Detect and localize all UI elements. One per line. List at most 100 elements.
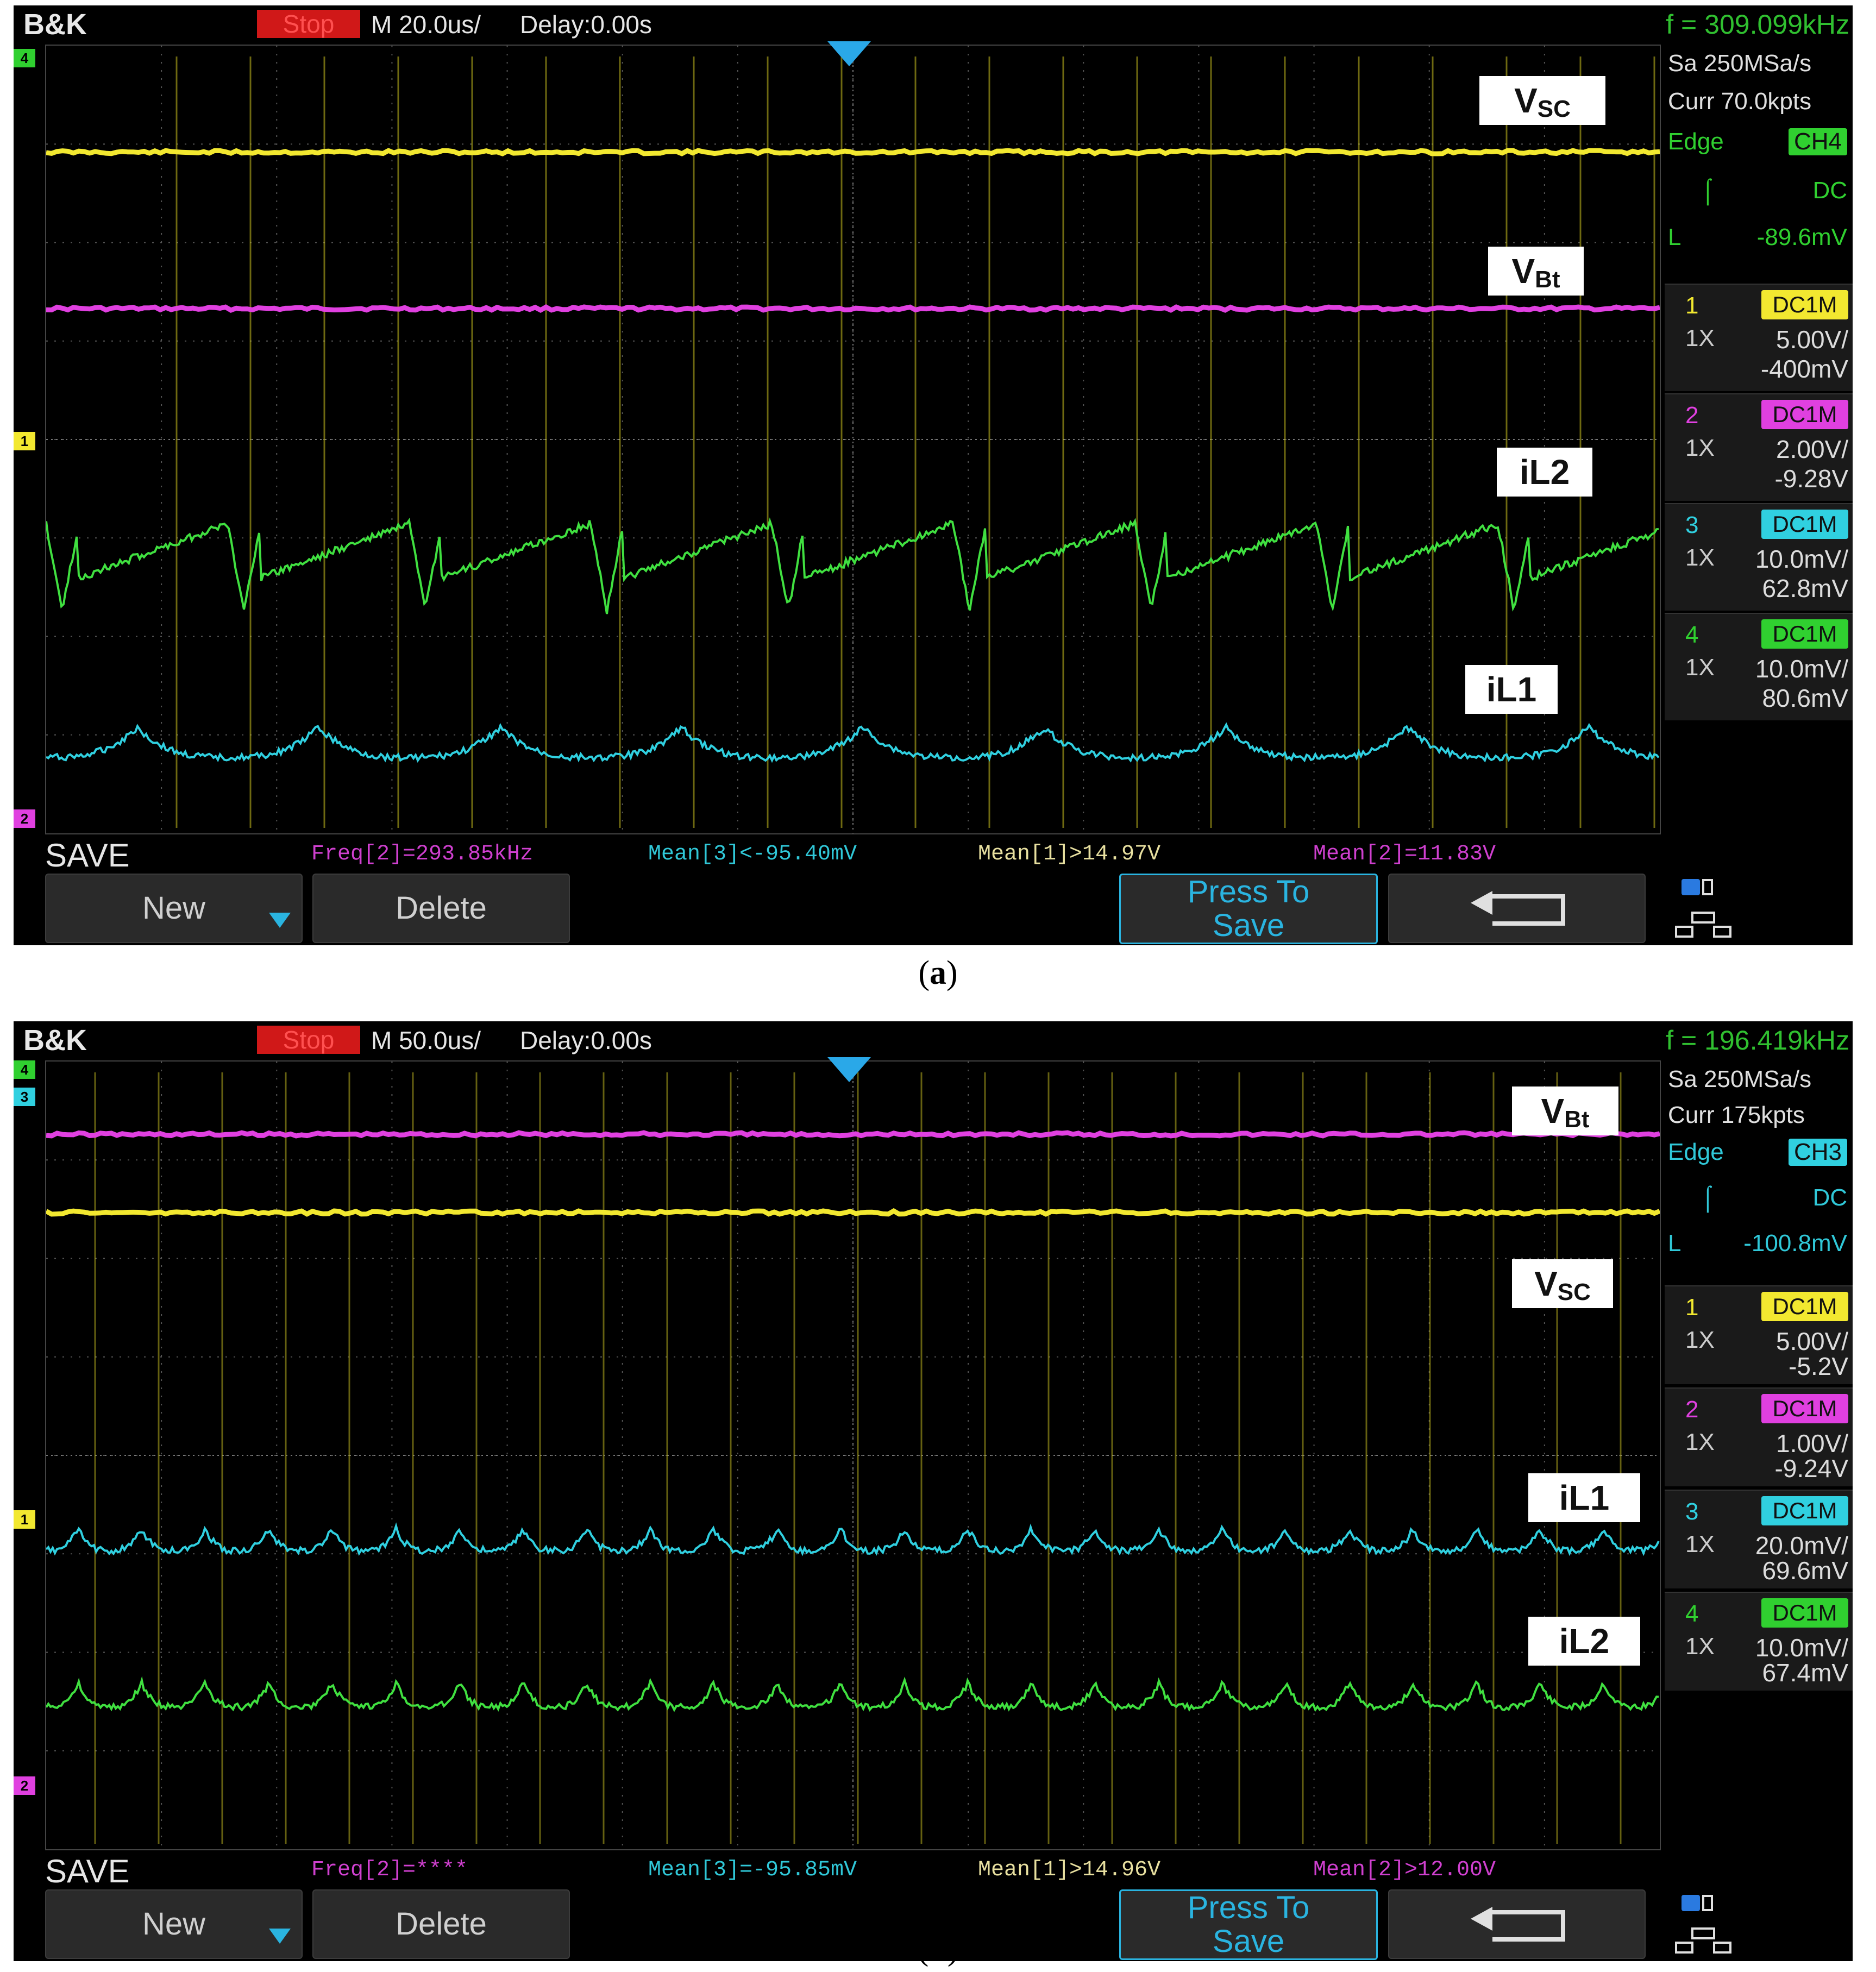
trigger-type-row[interactable]: Edge CH4 — [1668, 128, 1847, 166]
return-arrow-icon — [1471, 891, 1565, 926]
trace-vsc — [46, 148, 1660, 156]
trace-il2 — [46, 517, 1659, 614]
trace-label-il1: iL1 — [1528, 1473, 1640, 1522]
waveform-area[interactable]: VSC VBt iL2 iL1 — [45, 45, 1661, 834]
ch1-ground-marker[interactable]: 1 — [14, 1510, 35, 1529]
ch3-ground-marker[interactable]: 3 — [14, 1088, 35, 1106]
measurement-2: Mean[3]<-95.40mV — [648, 842, 857, 866]
trace-vsc — [46, 1208, 1660, 1217]
channel-4-settings[interactable]: 4 DC1M 1X 10.0mV/ 67.4mV — [1665, 1592, 1853, 1691]
memory-depth: Curr 70.0kpts — [1668, 88, 1812, 115]
channel-1-settings[interactable]: 1 DC1M 1X 5.00V/ -5.2V — [1665, 1285, 1853, 1384]
press-to-save-button[interactable]: Press To Save — [1119, 874, 1378, 944]
trace-il2 — [46, 1676, 1659, 1712]
new-button[interactable]: New — [45, 1889, 303, 1959]
channel-1-settings[interactable]: 1 DC1M 1X 5.00V/ -400mV — [1665, 284, 1853, 391]
memory-depth: Curr 175kpts — [1668, 1102, 1805, 1128]
trigger-coupling: DC — [1812, 177, 1847, 204]
measurement-4: Mean[2]>12.00V — [1313, 1858, 1496, 1882]
ch4-ground-marker[interactable]: 4 — [14, 1060, 35, 1079]
ch2-ground-marker[interactable]: 2 — [14, 1776, 35, 1795]
waveform-display — [46, 1062, 1660, 1849]
trigger-position-icon[interactable] — [827, 1057, 871, 1084]
trigger-coupling: DC — [1812, 1184, 1847, 1211]
trace-label-vbt: VBt — [1512, 1087, 1618, 1135]
trigger-coupling-row[interactable]: ⌠ DC — [1668, 177, 1847, 215]
rising-edge-icon: ⌠ — [1701, 177, 1715, 204]
measurement-2: Mean[3]=-95.85mV — [648, 1858, 857, 1882]
ch4-ground-marker[interactable]: 4 — [14, 49, 35, 67]
trace-label-il2: iL2 — [1528, 1617, 1640, 1666]
frequency-counter: f = 196.419kHz — [1666, 1025, 1849, 1056]
caption-a: (a) — [918, 954, 958, 991]
press-to-save-button[interactable]: Press To Save — [1119, 1889, 1378, 1960]
trigger-level-label: L — [1668, 224, 1682, 250]
delay-readout[interactable]: Delay:0.00s — [520, 10, 652, 39]
measurement-4: Mean[2]=11.83V — [1313, 842, 1496, 866]
ch2-ground-marker[interactable]: 2 — [14, 809, 35, 828]
status-bar: B&K Stop M 20.0us/ Delay:0.00s f = 309.0… — [14, 5, 1853, 41]
measurement-bar: SAVE Freq[2]=**** Mean[3]=-95.85mV Mean[… — [14, 1852, 1660, 1889]
measurement-1: Freq[2]=**** — [311, 1858, 468, 1882]
measurement-1: Freq[2]=293.85kHz — [311, 842, 534, 866]
delete-button[interactable]: Delete — [312, 1889, 570, 1959]
trigger-level-row[interactable]: L -100.8mV — [1668, 1230, 1847, 1268]
status-bar: B&K Stop M 50.0us/ Delay:0.00s f = 196.4… — [14, 1021, 1853, 1057]
arrow-down-icon — [269, 913, 291, 928]
trace-vbt — [46, 304, 1660, 313]
ch1-ground-marker[interactable]: 1 — [14, 432, 35, 450]
trigger-type: Edge — [1668, 1139, 1724, 1165]
back-button[interactable] — [1388, 874, 1646, 943]
timebase-readout[interactable]: M 50.0us/ — [371, 1026, 481, 1054]
trace-label-il1: iL1 — [1465, 665, 1558, 714]
trigger-position-icon[interactable] — [827, 41, 871, 68]
measurement-3: Mean[1]>14.97V — [978, 842, 1161, 866]
trace-label-vbt: VBt — [1488, 247, 1584, 296]
trace-label-vsc: VSC — [1479, 76, 1605, 125]
rising-edge-icon: ⌠ — [1701, 1184, 1715, 1211]
return-arrow-icon — [1471, 1907, 1565, 1942]
trigger-level: -100.8mV — [1743, 1230, 1847, 1257]
oscilloscope-screen-a: B&K Stop M 20.0us/ Delay:0.00s f = 309.0… — [14, 5, 1853, 945]
run-stop-status[interactable]: Stop — [257, 10, 360, 38]
trigger-level: -89.6mV — [1756, 224, 1847, 250]
measurement-3: Mean[1]>14.96V — [978, 1858, 1161, 1882]
sample-rate: Sa 250MSa/s — [1668, 50, 1812, 77]
measurement-bar: SAVE Freq[2]=293.85kHz Mean[3]<-95.40mV … — [14, 837, 1660, 874]
trigger-type: Edge — [1668, 128, 1724, 155]
sample-rate: Sa 250MSa/s — [1668, 1066, 1812, 1092]
frequency-counter: f = 309.099kHz — [1666, 9, 1849, 40]
delay-readout[interactable]: Delay:0.00s — [520, 1026, 652, 1054]
new-button[interactable]: New — [45, 874, 303, 943]
menu-title: SAVE — [45, 837, 130, 874]
menu-title: SAVE — [45, 1853, 130, 1889]
trigger-source-badge: CH4 — [1788, 128, 1847, 155]
channel-3-settings[interactable]: 3 DC1M 1X 10.0mV/ 62.8mV — [1665, 503, 1853, 611]
trigger-source-badge: CH3 — [1788, 1139, 1847, 1166]
trigger-type-row[interactable]: Edge CH3 — [1668, 1139, 1847, 1177]
trigger-level-label: L — [1668, 1230, 1682, 1257]
waveform-display — [46, 46, 1660, 833]
oscilloscope-screen-b: B&K Stop M 50.0us/ Delay:0.00s f = 196.4… — [14, 1021, 1853, 1961]
trace-il1 — [46, 1522, 1660, 1556]
run-stop-status[interactable]: Stop — [257, 1026, 360, 1054]
back-button[interactable] — [1388, 1889, 1646, 1959]
channel-3-settings[interactable]: 3 DC1M 1X 20.0mV/ 69.6mV — [1665, 1490, 1853, 1588]
trace-label-il2: iL2 — [1497, 448, 1592, 497]
trigger-coupling-row[interactable]: ⌠ DC — [1668, 1184, 1847, 1222]
brand-logo: B&K — [23, 1024, 87, 1057]
delete-button[interactable]: Delete — [312, 874, 570, 943]
usb-network-icon — [1675, 879, 1731, 938]
timebase-readout[interactable]: M 20.0us/ — [371, 10, 481, 39]
trace-label-vsc: VSC — [1512, 1259, 1613, 1308]
caption-b: (b) — [917, 1930, 959, 1967]
trigger-level-row[interactable]: L -89.6mV — [1668, 224, 1847, 262]
channel-2-settings[interactable]: 2 DC1M 1X 1.00V/ -9.24V — [1665, 1387, 1853, 1486]
brand-logo: B&K — [23, 8, 87, 41]
channel-2-settings[interactable]: 2 DC1M 1X 2.00V/ -9.28V — [1665, 393, 1853, 501]
arrow-down-icon — [269, 1929, 291, 1944]
usb-network-icon — [1675, 1895, 1731, 1954]
channel-4-settings[interactable]: 4 DC1M 1X 10.0mV/ 80.6mV — [1665, 613, 1853, 720]
trace-il1 — [46, 722, 1660, 763]
waveform-area[interactable]: VBt VSC iL1 iL2 — [45, 1060, 1661, 1850]
